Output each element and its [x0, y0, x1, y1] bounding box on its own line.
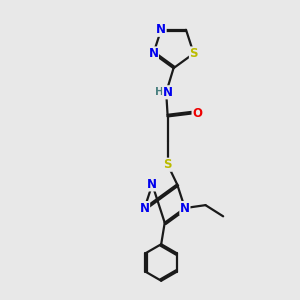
Text: S: S — [190, 47, 198, 60]
Text: S: S — [164, 158, 172, 171]
Text: N: N — [148, 47, 158, 60]
Text: N: N — [140, 202, 150, 214]
Text: N: N — [156, 23, 166, 36]
Text: O: O — [192, 107, 202, 120]
Text: N: N — [147, 178, 157, 191]
Text: H: H — [155, 87, 164, 97]
Text: N: N — [180, 202, 190, 214]
Text: N: N — [163, 86, 173, 99]
